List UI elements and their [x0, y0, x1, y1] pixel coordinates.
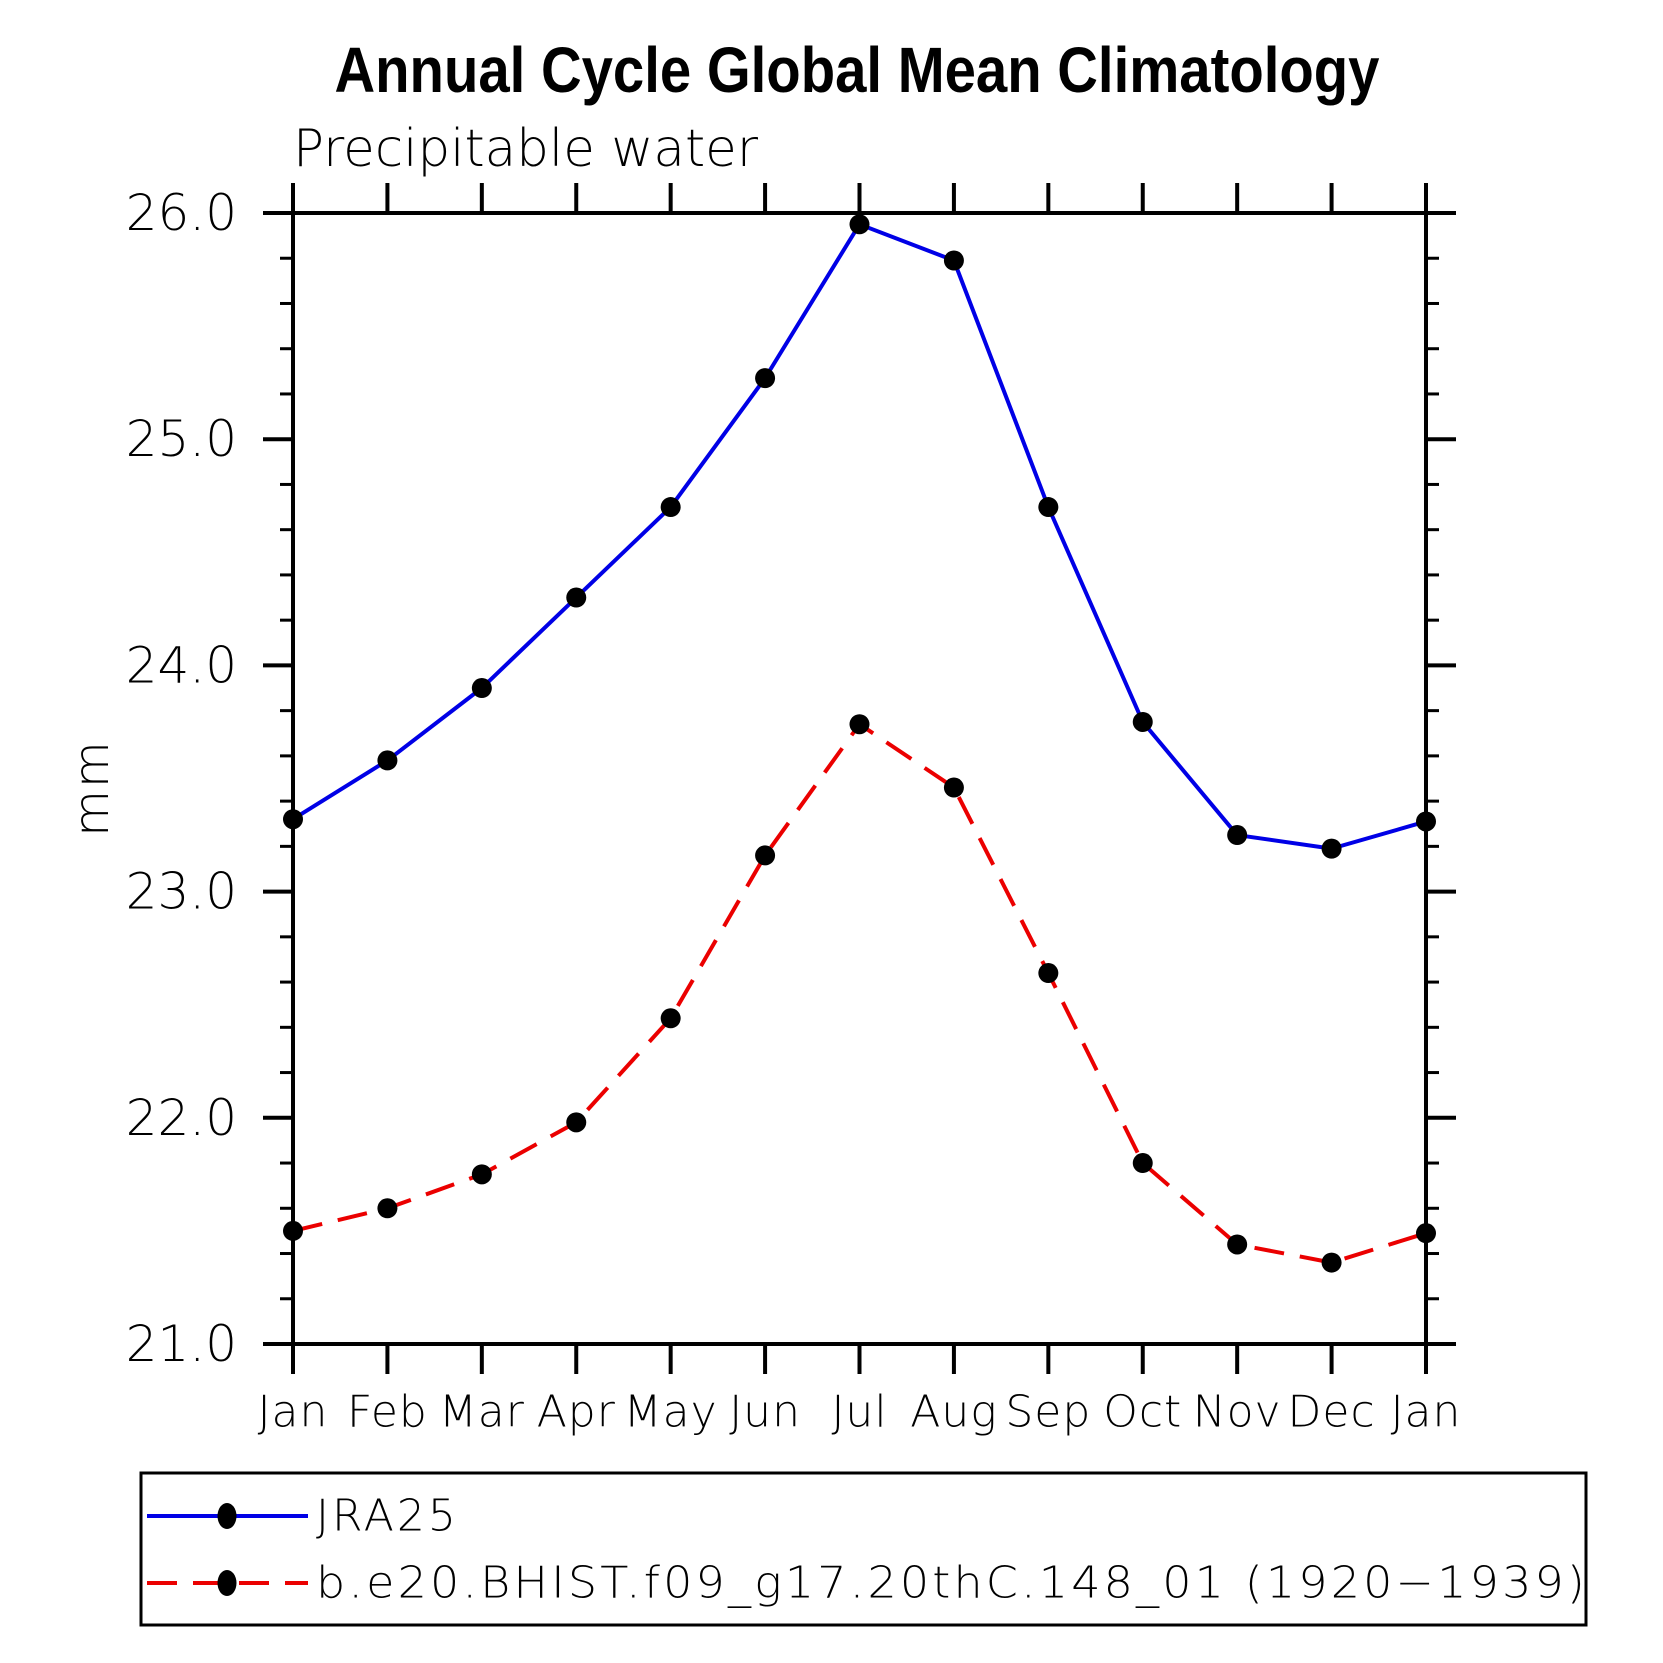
plot-frame: [291, 211, 1428, 1346]
data-point-marker: [377, 750, 398, 771]
legend-label-jra25: JRA25: [316, 1491, 459, 1542]
data-point-marker: [1416, 811, 1436, 832]
x-tick-label: Jun: [729, 1387, 801, 1438]
data-point-marker: [1416, 1223, 1436, 1244]
x-tick-label: Sep: [1005, 1387, 1091, 1438]
data-point-marker: [849, 214, 870, 235]
y-axis-label: mm: [64, 739, 120, 837]
legend-entry-jra25: JRA25: [147, 1491, 459, 1542]
series-line-model: [292, 722, 1427, 1265]
legend-entry-model: b.e20.BHIST.f09_g17.20thC.148_01 (1920−1…: [147, 1558, 1588, 1609]
x-tick-label: Jan: [1391, 1387, 1462, 1438]
x-tick-label: Feb: [347, 1387, 428, 1438]
data-point-marker: [1132, 711, 1153, 732]
data-point-marker: [1227, 825, 1248, 846]
data-point-marker: [283, 1220, 303, 1241]
x-tick-label: Aug: [910, 1387, 997, 1438]
chart-title: Annual Cycle Global Mean Climatology: [335, 34, 1380, 106]
data-point-marker: [471, 678, 492, 699]
y-tick-label: 23.0: [126, 863, 237, 921]
x-tick-label: Apr: [537, 1387, 616, 1438]
data-point-marker: [755, 845, 776, 866]
x-tick-label: Jul: [831, 1387, 887, 1438]
data-point-marker: [566, 587, 587, 608]
data-point-marker: [849, 714, 870, 735]
x-tick-label: May: [624, 1387, 718, 1438]
axes: Jan Feb Mar Apr May Jun Jul Aug Sep Oct Nov Dec Jan 2…: [126, 183, 1462, 1438]
legend-frame: [139, 1471, 1588, 1627]
data-point-marker: [1321, 838, 1342, 859]
series-jra25: [283, 214, 1436, 859]
chart-subtitle: Precipitable water: [293, 119, 759, 179]
legend-label-model: b.e20.BHIST.f09_g17.20thC.148_01 (1920−1…: [316, 1558, 1588, 1609]
data-point-marker: [283, 809, 303, 830]
y-tick-label: 22.0: [126, 1089, 237, 1147]
legend: JRA25 b.e20.BHIST.f09_g17.20thC.148_01 (…: [139, 1471, 1588, 1627]
data-point-marker: [1321, 1252, 1342, 1273]
data-point-marker: [660, 1008, 681, 1029]
data-point-marker: [1227, 1234, 1248, 1255]
data-point-marker: [566, 1112, 587, 1133]
data-point-marker: [660, 497, 681, 518]
series-line-jra25: [291, 222, 1427, 851]
data-point-marker: [943, 777, 964, 798]
y-tick-label: 25.0: [126, 410, 237, 468]
data-series: [283, 214, 1436, 1273]
x-tick-label: Nov: [1193, 1387, 1282, 1438]
data-point-marker: [1038, 497, 1059, 518]
data-point-marker: [471, 1164, 492, 1185]
x-tick-label: Dec: [1288, 1387, 1376, 1438]
data-point-marker: [943, 250, 964, 271]
x-tick-label: Jan: [258, 1387, 329, 1438]
legend-marker-dot: [217, 1503, 237, 1529]
data-point-marker: [755, 368, 776, 389]
y-tick-label: 26.0: [126, 184, 237, 242]
legend-marker-dot: [217, 1570, 237, 1596]
data-point-marker: [377, 1198, 398, 1219]
series-model: [283, 714, 1436, 1273]
y-tick-label: 24.0: [126, 636, 237, 694]
x-tick-label: Mar: [439, 1387, 525, 1438]
x-tick-label: Oct: [1103, 1387, 1182, 1438]
y-tick-label: 21.0: [126, 1315, 237, 1373]
data-point-marker: [1038, 963, 1059, 984]
data-point-marker: [1132, 1153, 1153, 1174]
